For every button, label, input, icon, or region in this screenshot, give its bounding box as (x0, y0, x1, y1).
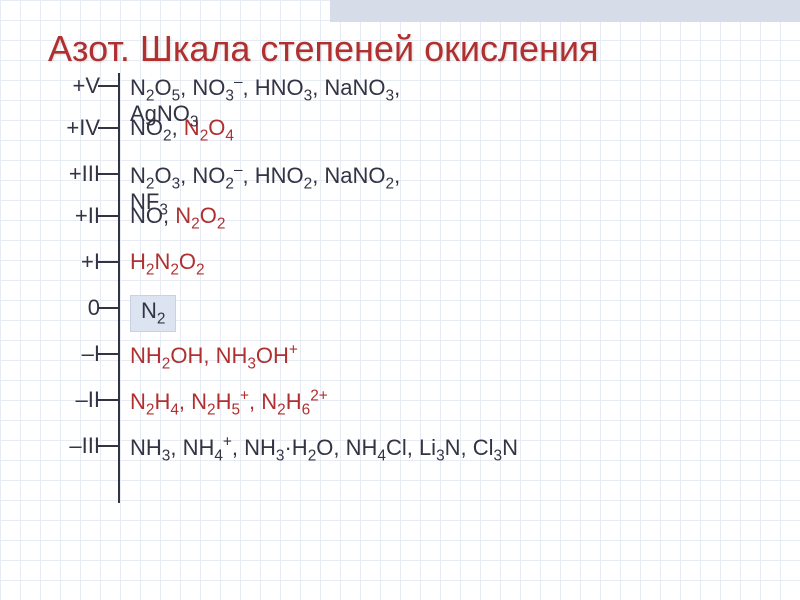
compounds: N2 (130, 295, 768, 332)
scale-row: +II NF3 NO, N2O2 (48, 203, 768, 234)
top-bar (330, 0, 800, 22)
n2-highlight-box: N2 (130, 295, 176, 332)
scale-row: –I NH2OH, NH3OH+ (48, 341, 768, 373)
scale-row: –III NH3, NH4+, NH3·H2O, NH4Cl, Li3N, Cl… (48, 433, 768, 465)
scale-row: –II N2H4, N2H5+, N2H62+ (48, 387, 768, 419)
scale-row: +I H2N2O2 (48, 249, 768, 280)
compounds: NF3 NO, N2O2 (130, 203, 768, 234)
compounds: N2H4, N2H5+, N2H62+ (130, 387, 768, 419)
slide-title: Азот. Шкала степеней окисления (48, 28, 780, 69)
slide-content: Азот. Шкала степеней окисления +V N2O5, … (48, 28, 780, 533)
compounds: NH3, NH4+, NH3·H2O, NH4Cl, Li3N, Cl3N (130, 433, 768, 465)
compounds: N2O5, NO3–, HNO3, NaNO3, (130, 73, 768, 105)
scale-row: +IV AgNO3 NO2, N2O4 (48, 115, 768, 146)
compounds: H2N2O2 (130, 249, 768, 280)
oxidation-scale: +V N2O5, NO3–, HNO3, NaNO3, +IV AgNO3 NO… (48, 73, 780, 533)
scale-row: 0 N2 (48, 295, 768, 332)
compounds: N2O3, NO2–, HNO2, NaNO2, (130, 161, 768, 193)
compounds: NH2OH, NH3OH+ (130, 341, 768, 373)
compounds: AgNO3 NO2, N2O4 (130, 115, 768, 146)
